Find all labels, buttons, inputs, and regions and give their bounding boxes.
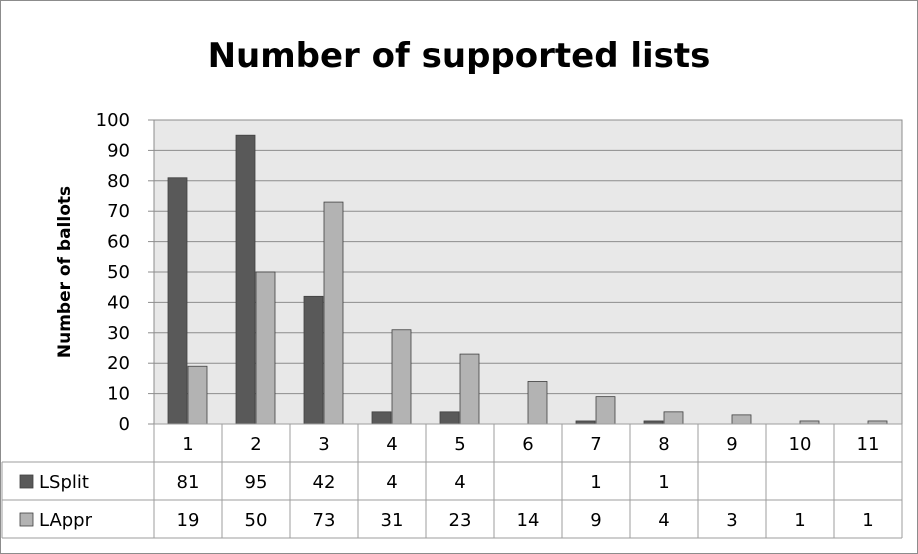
y-tick-label: 60 (107, 232, 130, 253)
x-tick-label: 9 (726, 434, 737, 455)
data-label-lappr: 3 (726, 510, 737, 531)
bar-lsplit (371, 411, 392, 425)
chart-title: Number of supported lists (207, 36, 711, 76)
data-label-lsplit: 1 (658, 472, 669, 493)
bar-lappr (187, 365, 208, 425)
data-label-lappr: 31 (381, 510, 404, 531)
x-tick-label: 6 (522, 434, 533, 455)
legend-key-lappr (19, 512, 34, 527)
bar-lappr (323, 201, 344, 425)
bar-lappr (391, 329, 412, 425)
y-tick-label: 10 (107, 384, 130, 405)
bar-lappr (663, 411, 684, 425)
data-label-lsplit: 4 (386, 472, 397, 493)
data-label-lappr: 14 (517, 510, 540, 531)
y-tick-label: 100 (96, 110, 130, 131)
data-label-lsplit: 95 (245, 472, 268, 493)
x-tick-label: 4 (386, 434, 397, 455)
x-tick-label: 11 (857, 434, 880, 455)
y-axis-title: Number of ballots (55, 186, 75, 358)
bar-lsplit (167, 177, 188, 425)
bar-lappr (595, 396, 616, 425)
legend-label-lappr: LAppr (39, 510, 93, 531)
x-tick-label: 10 (789, 434, 812, 455)
data-label-lappr: 73 (313, 510, 336, 531)
bar-lappr (459, 353, 480, 425)
x-tick-label: 8 (658, 434, 669, 455)
y-tick-label: 50 (107, 262, 130, 283)
bar-lsplit (303, 295, 324, 425)
y-tick-label: 30 (107, 323, 130, 344)
bar-lappr (731, 414, 752, 425)
data-label-lsplit: 81 (177, 472, 200, 493)
y-tick-label: 90 (107, 140, 130, 161)
x-tick-label: 7 (590, 434, 601, 455)
y-tick-label: 0 (119, 414, 130, 435)
x-tick-label: 5 (454, 434, 465, 455)
x-tick-label: 3 (318, 434, 329, 455)
legend-key-lsplit (19, 474, 34, 489)
bar-lappr (255, 271, 276, 425)
data-label-lappr: 4 (658, 510, 669, 531)
y-tick-label: 40 (107, 292, 130, 313)
bar-lappr (527, 381, 548, 425)
data-label-lappr: 50 (245, 510, 268, 531)
bar-lsplit (235, 134, 256, 425)
data-label-lsplit: 1 (590, 472, 601, 493)
y-tick-label: 20 (107, 353, 130, 374)
x-tick-label: 2 (250, 434, 261, 455)
x-tick-label: 1 (182, 434, 193, 455)
data-label-lappr: 9 (590, 510, 601, 531)
y-tick-label: 70 (107, 201, 130, 222)
y-tick-label: 80 (107, 171, 130, 192)
data-label-lappr: 1 (862, 510, 873, 531)
bar-lsplit (439, 411, 460, 425)
data-label-lappr: 23 (449, 510, 472, 531)
data-label-lsplit: 42 (313, 472, 336, 493)
data-label-lsplit: 4 (454, 472, 465, 493)
data-label-lappr: 19 (177, 510, 200, 531)
legend-label-lsplit: LSplit (39, 472, 89, 493)
data-label-lappr: 1 (794, 510, 805, 531)
